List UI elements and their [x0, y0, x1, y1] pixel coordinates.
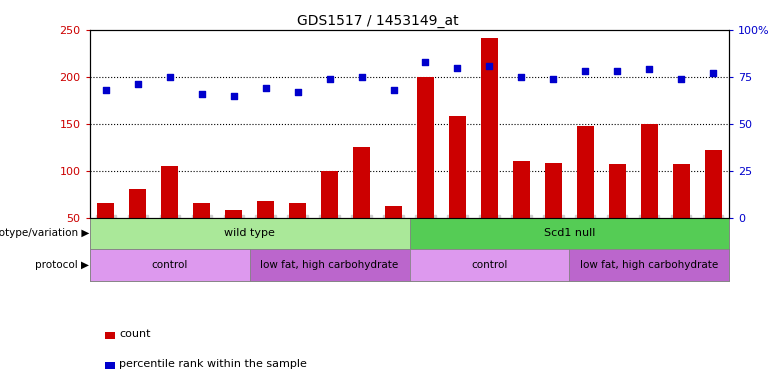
Point [388, 87, 400, 93]
Bar [97, 203, 115, 217]
Bar [608, 164, 626, 218]
Bar [321, 171, 339, 217]
Point [420, 59, 432, 65]
Point [484, 63, 496, 69]
Bar [289, 203, 307, 217]
Point [259, 85, 272, 91]
Bar [410, 249, 569, 281]
Point [164, 74, 176, 80]
Bar [569, 249, 729, 281]
Bar [250, 249, 410, 281]
Bar [410, 217, 729, 249]
Bar [353, 147, 370, 218]
Bar [448, 116, 466, 218]
Point [451, 64, 463, 70]
Bar [90, 249, 250, 281]
Bar [576, 126, 594, 218]
Bar [512, 161, 530, 218]
Text: count: count [119, 329, 151, 339]
Text: control: control [471, 260, 508, 270]
Point [131, 81, 144, 87]
Bar [161, 166, 179, 218]
Text: wild type: wild type [224, 228, 275, 238]
Point [356, 74, 368, 80]
Text: low fat, high carbohydrate: low fat, high carbohydrate [261, 260, 399, 270]
Bar [480, 38, 498, 218]
Text: control: control [151, 260, 188, 270]
Text: percentile rank within the sample: percentile rank within the sample [119, 359, 307, 369]
Text: protocol ▶: protocol ▶ [35, 260, 89, 270]
Bar [90, 217, 410, 249]
Point [675, 76, 688, 82]
Text: Scd1 null: Scd1 null [544, 228, 595, 238]
Bar [640, 124, 658, 218]
Point [292, 89, 304, 95]
Point [323, 76, 335, 82]
Bar [385, 206, 402, 218]
Bar [193, 203, 211, 217]
Bar [129, 189, 147, 217]
Title: GDS1517 / 1453149_at: GDS1517 / 1453149_at [296, 13, 459, 28]
Bar [257, 201, 275, 217]
Bar [672, 164, 690, 218]
Bar [417, 77, 434, 218]
Bar [544, 163, 562, 218]
Point [516, 74, 528, 80]
Point [612, 68, 624, 74]
Point [548, 76, 560, 82]
Bar [704, 150, 722, 217]
Text: genotype/variation ▶: genotype/variation ▶ [0, 228, 89, 238]
Point [100, 87, 112, 93]
Point [707, 70, 720, 76]
Point [644, 66, 656, 72]
Bar [225, 210, 243, 218]
Point [195, 91, 207, 97]
Text: low fat, high carbohydrate: low fat, high carbohydrate [580, 260, 718, 270]
Point [580, 68, 592, 74]
Point [228, 93, 240, 99]
